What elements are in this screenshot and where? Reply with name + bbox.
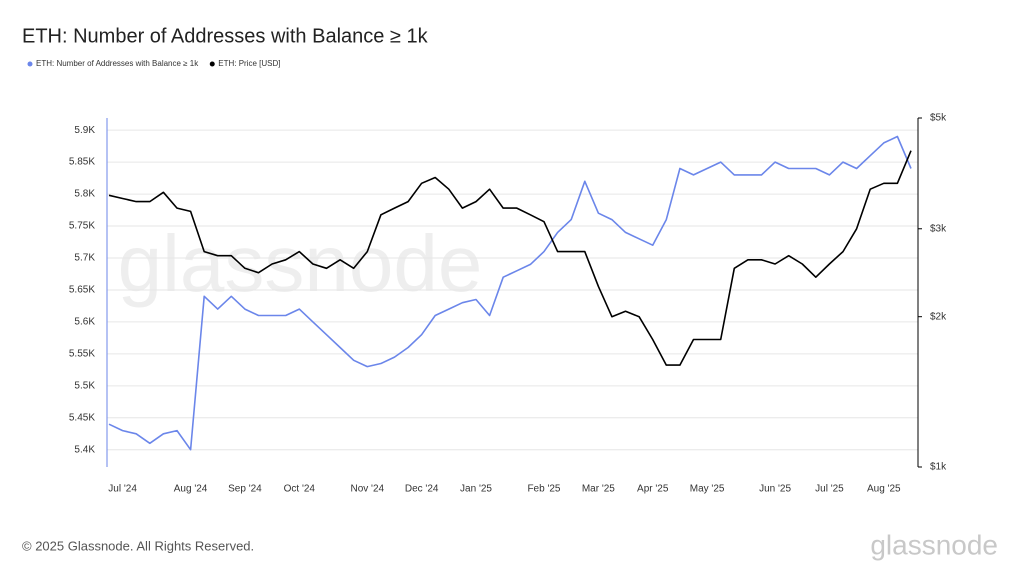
x-tick-label: Sep '24 [228,484,262,495]
series-line [108,135,912,451]
y-tick-label: 5.8K [74,189,95,200]
y-tick-label: 5.85K [69,157,95,168]
chart-title: ETH: Number of Addresses with Balance ≥ … [22,25,429,47]
y-tick-label: 5.55K [69,349,95,360]
x-tick-label: Jul '24 [108,484,137,495]
x-tick-label: Apr '25 [637,484,669,495]
y-tick-label: 5.4K [74,444,95,455]
x-tick-label: Aug '24 [174,484,208,495]
footer: © 2025 Glassnode. All Rights Reserved. [22,538,254,553]
y-tick-label: 5.45K [69,412,95,423]
x-tick-label: Jun '25 [759,484,791,495]
y-tick-label: 5.6K [74,317,95,328]
logo: glassnode [870,529,998,560]
watermark: glassnode [118,219,483,308]
legend-marker [209,61,215,67]
legend-marker [27,61,33,67]
y2-tick-label: $1k [930,462,947,473]
y2-tick-label: $2k [930,311,947,322]
y-tick-label: 5.5K [74,380,95,391]
series-line [108,150,912,366]
y-tick-label: 5.9K [74,125,95,136]
x-tick-label: May '25 [690,484,725,495]
x-tick-label: Jul '25 [815,484,844,495]
x-tick-label: Dec '24 [405,484,439,495]
legend-label: ETH: Number of Addresses with Balance ≥ … [36,59,199,68]
x-tick-label: Oct '24 [284,484,316,495]
y-tick-label: 5.65K [69,285,95,296]
y-tick-label: 5.75K [69,221,95,232]
y2-tick-label: $3k [930,223,947,234]
x-tick-label: Feb '25 [527,484,560,495]
legend-label: ETH: Price [USD] [218,59,280,68]
x-tick-label: Mar '25 [582,484,615,495]
x-tick-label: Nov '24 [350,484,384,495]
y2-tick-label: $5k [930,113,947,124]
x-tick-label: Jan '25 [460,484,492,495]
x-tick-label: Aug '25 [867,484,901,495]
y-tick-label: 5.7K [74,253,95,264]
